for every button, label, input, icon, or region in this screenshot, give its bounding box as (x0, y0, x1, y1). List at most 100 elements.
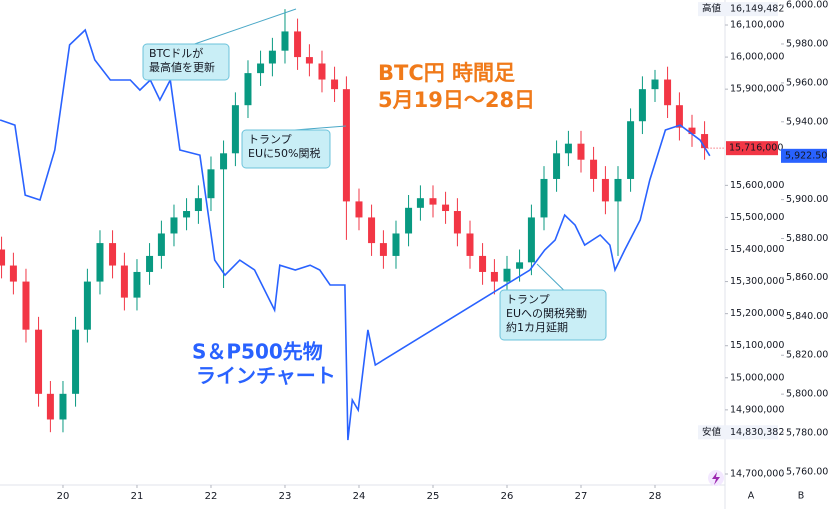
y-tick-label: 15,900,000 (730, 84, 784, 95)
event-icon-bolt (712, 472, 720, 485)
candle-body (540, 178, 548, 218)
x-tick-label: 23 (279, 491, 292, 502)
candle-body (503, 268, 511, 282)
candle-body (601, 178, 609, 202)
candle-body (9, 265, 17, 282)
candle-body (490, 271, 498, 282)
line-last-tag (781, 148, 827, 163)
candle-body (442, 204, 450, 212)
candle-body (688, 127, 696, 135)
y2-tick-label: 5,780.00 (786, 428, 828, 439)
y-tick-label: 15,300,000 (730, 276, 784, 287)
candle-body (416, 198, 424, 208)
y2-tick-label: 5,900.00 (786, 194, 828, 205)
y-tick-label: 15,200,000 (730, 308, 784, 319)
candle-body (590, 159, 598, 179)
candle-body (120, 265, 128, 298)
annotation-text: EUに50%関税 (248, 146, 320, 160)
x-tick-label: 27 (575, 491, 588, 502)
candle-body (294, 31, 302, 58)
annotation-box (499, 289, 607, 341)
candle-body (305, 57, 313, 64)
candle-body (368, 217, 376, 244)
candle-body (83, 281, 91, 330)
y2-tick-label: 5,860.00 (786, 272, 828, 283)
candle-body (109, 243, 117, 266)
x-tick-label: 20 (57, 491, 70, 502)
line-series (0, 28, 711, 441)
annotation-text: 約1カ月延期 (506, 320, 568, 334)
y2-tick-label: 5,840.00 (786, 311, 828, 322)
y-tick-label: 15,600,000 (730, 180, 784, 191)
candle-body (553, 153, 561, 179)
candle-body (355, 201, 363, 218)
candle-body (564, 143, 572, 154)
candle-body (133, 271, 141, 298)
x-tick-label: 28 (649, 491, 662, 502)
y2-tick-label: 5,820.00 (786, 350, 828, 361)
candle-body (392, 233, 400, 256)
y-tick-label: 15,000,000 (730, 372, 784, 383)
axis-tag-value: 14,830,382 (730, 427, 784, 438)
candle-body (466, 233, 474, 256)
y-tick-label: 16,000,000 (730, 52, 784, 63)
y-tick-label: 14,700,000 (730, 468, 784, 479)
last-price-label: 15,716,000 (729, 143, 783, 154)
last-price-tag (726, 141, 778, 156)
x-tick-label: 22 (205, 491, 218, 502)
candle-body (627, 121, 635, 179)
candle-body (183, 211, 191, 218)
annotation-pointer (294, 125, 347, 131)
candle-body (638, 89, 646, 122)
annotation-text: EUへの関税発動 (506, 306, 587, 320)
axis-tag-text: 安値 (702, 426, 722, 438)
candle-body (231, 105, 239, 154)
candle-body (257, 63, 265, 74)
chart-title: 5月19日〜28日 (378, 88, 535, 112)
x-tick-label: 25 (427, 491, 440, 502)
candle-body (59, 393, 67, 420)
candle-body (516, 262, 524, 269)
candle-body (72, 329, 80, 394)
candle-body (35, 329, 43, 394)
y-tick-label: 15,100,000 (730, 340, 784, 351)
y2-tick-label: 5,760.00 (786, 466, 828, 477)
annotation-pointer (536, 263, 564, 291)
annotation-pointer (194, 8, 297, 45)
candle-body (342, 89, 350, 202)
candle-body (405, 207, 413, 234)
axis-button[interactable]: B (798, 491, 805, 502)
candle-body (268, 50, 276, 64)
axis-tag (698, 425, 778, 440)
y-tick-label: 14,900,000 (730, 404, 784, 415)
overlay: BTC円 時間足 5月19日〜28日 S＆P500先物 ラインチャート BTCド… (142, 2, 827, 502)
x-tick-label: 26 (501, 491, 514, 502)
plot-area (0, 9, 725, 441)
annotation-text: BTCドルが (149, 46, 203, 60)
axis-tag (698, 2, 778, 17)
candle-body (701, 134, 709, 149)
candle-body (0, 249, 6, 266)
y-tick-label: 15,500,000 (730, 212, 784, 223)
annotation-text: トランプ (248, 133, 292, 146)
y2-tick-label: 5,980.00 (786, 38, 828, 49)
candle-body (157, 233, 165, 256)
y2-tick-label: 5,960.00 (786, 77, 828, 88)
candle-body (614, 178, 622, 202)
x-tick-label: 24 (353, 491, 366, 502)
candle-body (170, 217, 178, 234)
candle-body (96, 243, 104, 282)
line-last-label: 5,922.50 (785, 150, 827, 161)
candle-body (675, 105, 683, 128)
annotation-text: 最高値を更新 (149, 60, 215, 74)
candle-body (577, 143, 585, 160)
x-tick-label: 21 (131, 491, 144, 502)
candle-body (664, 79, 672, 106)
annotation-box (142, 43, 230, 81)
line-label: ラインチャート (196, 364, 336, 388)
axis-button[interactable]: A (748, 491, 755, 502)
candle-body (527, 217, 535, 263)
candle-body (331, 79, 339, 90)
